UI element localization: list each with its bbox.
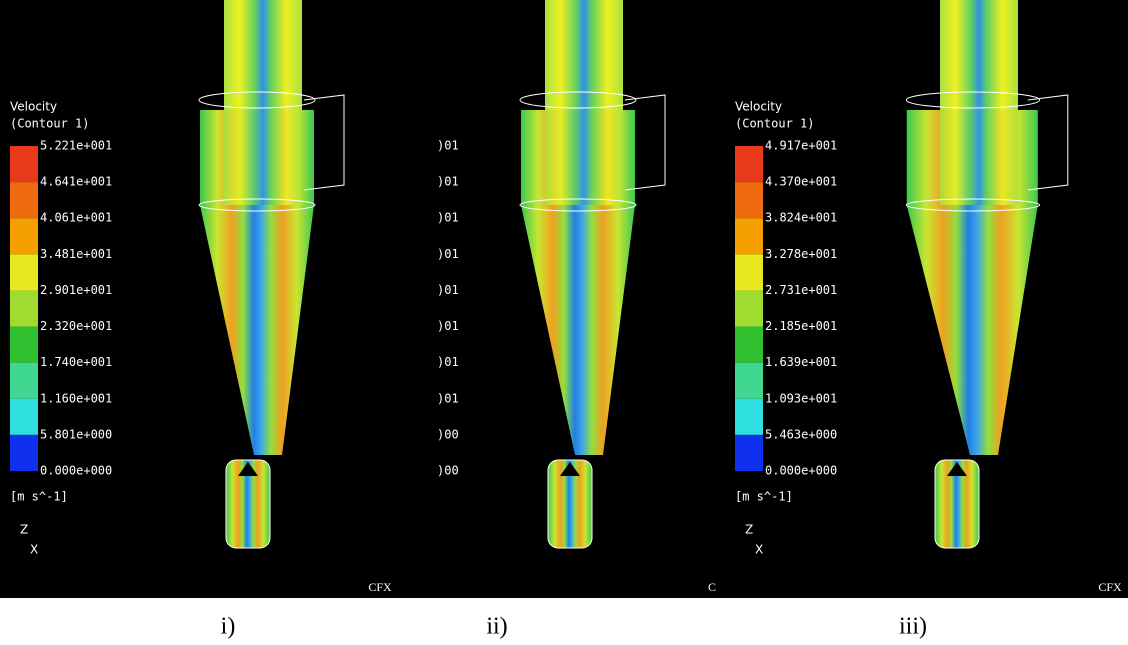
outlet-pipe-core [940,110,1018,205]
colorbar-segment [735,362,763,399]
colorbar-label: 2.185e+001 [765,319,837,333]
colorbar-label: 3.481e+001 [40,247,112,261]
colorbar-label: 3.824e+001 [765,211,837,225]
wire-ring [519,198,637,212]
colorbar-label: )01 [437,211,459,225]
colorbar-segment [735,182,763,219]
colorbar-label: )01 [437,139,459,153]
colorbar-label: 0.000e+000 [40,464,112,478]
colorbar-label: 4.917e+001 [765,139,837,153]
colorbar-label: )01 [437,247,459,261]
logo: C [708,580,716,594]
apex-cone [238,462,258,476]
colorbar-segment [10,182,38,219]
colorbar-label: )01 [437,175,459,189]
colorbar-label: 2.320e+001 [40,319,112,333]
colorbar-label: 0.000e+000 [765,464,837,478]
logo: CFX [368,580,392,594]
axis-z: Z [745,523,753,537]
colorbar-segment [10,362,38,399]
colorbar-label: )01 [437,283,459,297]
colorbar-label: )01 [437,319,459,333]
colorbar-segment [735,254,763,291]
colorbar-label: 1.160e+001 [40,391,112,405]
caption: iii) [899,614,927,640]
logo: CFX [1098,580,1122,594]
colorbar-segment [735,326,763,363]
colorbar-label: 1.740e+001 [40,355,112,369]
outlet-pipe-core [545,110,623,205]
colorbar-label: 5.221e+001 [40,139,112,153]
wire-ring [198,198,316,212]
colorbar-segment [735,398,763,435]
caption: ii) [486,614,507,640]
wire-ring [905,198,1041,212]
colorbar-label: 4.061e+001 [40,211,112,225]
colorbar-label: )00 [437,427,459,441]
colorbar-label: 3.278e+001 [765,247,837,261]
outlet-pipe-core [224,110,302,205]
colorbar-segment [735,218,763,255]
colorbar-segment [10,146,38,183]
inlet-box [303,94,345,191]
colorbar-label: )01 [437,355,459,369]
colorbar-label: )00 [437,464,459,478]
dust-hopper [547,459,593,549]
colorbar-segment [10,326,38,363]
colorbar-segment [10,254,38,291]
axis-z: Z [20,523,28,537]
legend-unit: [m s^-1] [735,490,793,504]
dust-hopper [225,459,271,549]
colorbar-segment [735,146,763,183]
legend-subtitle: (Contour 1) [10,117,89,131]
colorbar-label: 5.801e+000 [40,427,112,441]
colorbar-label: 4.641e+001 [40,175,112,189]
legend-title: Velocity [10,100,57,114]
legend-unit: [m s^-1] [10,490,68,504]
wire-ring [519,91,637,109]
colorbar-label: 2.731e+001 [765,283,837,297]
inlet-box [624,94,666,191]
colorbar-label: 5.463e+000 [765,427,837,441]
colorbar-label: 2.901e+001 [40,283,112,297]
colorbar-label: 1.639e+001 [765,355,837,369]
caption: i) [221,614,236,640]
colorbar-segment [735,434,763,471]
colorbar-label: 1.093e+001 [765,391,837,405]
colorbar-segment [10,398,38,435]
apex-cone [947,462,967,476]
apex-cone [560,462,580,476]
colorbar-segment [10,434,38,471]
colorbar-segment [10,218,38,255]
wire-ring [198,91,316,109]
colorbar-label: )01 [437,391,459,405]
colorbar-segment [10,290,38,327]
wire-ring [905,91,1041,109]
legend-title: Velocity [735,100,782,114]
inlet-box [1027,94,1069,191]
colorbar-label: 4.370e+001 [765,175,837,189]
axis-x: X [30,543,38,557]
dust-hopper [934,459,980,549]
legend-subtitle: (Contour 1) [735,117,814,131]
colorbar-segment [735,290,763,327]
axis-x: X [755,543,763,557]
